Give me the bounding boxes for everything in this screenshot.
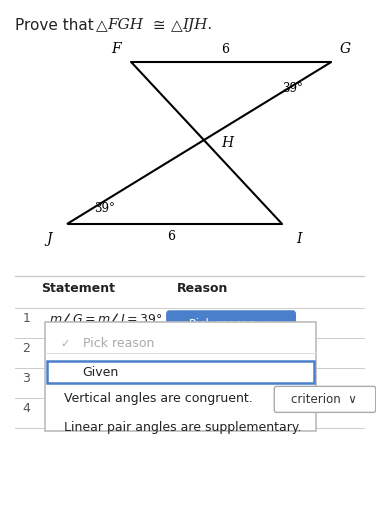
Text: Prove that: Prove that (15, 18, 99, 33)
Text: Given: Given (83, 366, 119, 379)
Text: 2: 2 (23, 342, 30, 355)
Text: J: J (46, 232, 52, 246)
Text: 1: 1 (23, 312, 30, 325)
FancyBboxPatch shape (45, 322, 315, 431)
Text: criterion  ∨: criterion ∨ (291, 393, 357, 406)
Text: Pick reason: Pick reason (83, 337, 154, 350)
Text: △: △ (96, 18, 108, 33)
Text: FGH: FGH (107, 18, 143, 32)
Text: F: F (112, 43, 121, 56)
FancyBboxPatch shape (167, 311, 295, 338)
Text: I: I (296, 232, 302, 246)
Text: Pick reason  ∨: Pick reason ∨ (190, 318, 273, 331)
Text: H: H (221, 136, 233, 150)
FancyBboxPatch shape (274, 386, 376, 412)
Text: 3: 3 (23, 372, 30, 385)
Text: Reason: Reason (177, 282, 228, 295)
Text: Statement: Statement (41, 282, 115, 295)
Text: 6: 6 (167, 230, 175, 243)
Text: 6: 6 (221, 43, 229, 56)
Text: IJH.: IJH. (182, 18, 212, 32)
Text: Vertical angles are congruent.: Vertical angles are congruent. (64, 392, 253, 405)
Text: 39°: 39° (94, 202, 115, 215)
Text: G: G (340, 43, 351, 56)
Text: ≅: ≅ (149, 18, 171, 33)
Text: △: △ (171, 18, 183, 33)
Text: 4: 4 (23, 402, 30, 415)
Text: Linear pair angles are supplementary.: Linear pair angles are supplementary. (64, 421, 302, 435)
Text: $m\angle G = m\angle J = 39°$: $m\angle G = m\angle J = 39°$ (49, 311, 163, 328)
Text: 39°: 39° (282, 82, 303, 95)
FancyBboxPatch shape (47, 361, 314, 383)
Text: ✓: ✓ (60, 339, 70, 349)
